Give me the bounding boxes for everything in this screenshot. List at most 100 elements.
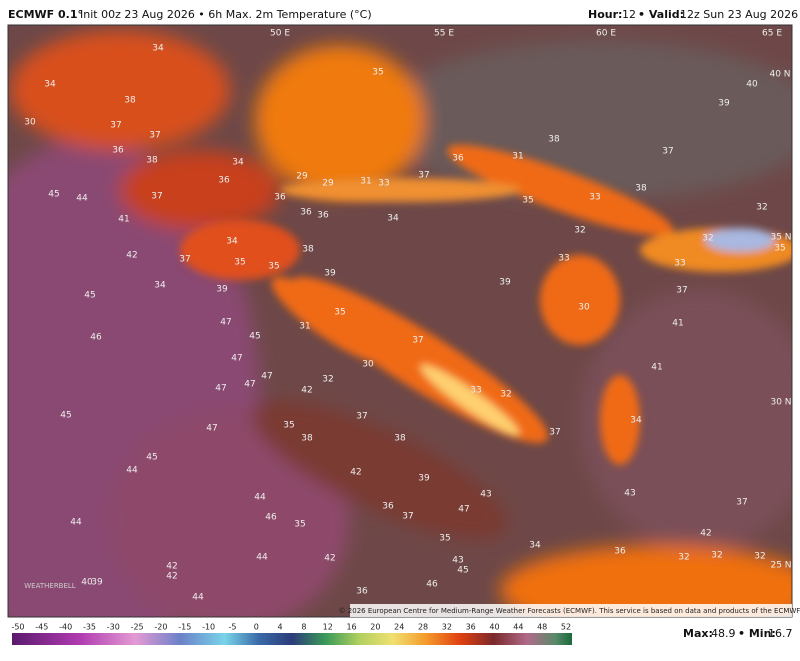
temperature-label: 34: [44, 80, 56, 90]
temperature-label: 38: [301, 434, 313, 444]
temperature-label: 34: [387, 214, 399, 224]
temperature-label: 47: [215, 384, 226, 394]
colorbar-tick: 12: [323, 623, 333, 632]
temperature-label: 31: [299, 322, 310, 332]
temperature-label: 39: [718, 99, 730, 109]
temperature-label: 38: [548, 135, 560, 145]
temperature-label: 44: [126, 466, 138, 476]
colorbar-tick: -50: [11, 623, 24, 632]
temperature-label: 35: [774, 244, 785, 254]
grid-label: 60 E: [596, 29, 616, 39]
temperature-label: 43: [480, 490, 491, 500]
temperature-label: 32: [574, 226, 585, 236]
temperature-label: 30: [24, 118, 36, 128]
temperature-label: 43: [452, 556, 463, 566]
temperature-label: 45: [60, 411, 71, 421]
temperature-label: 35: [268, 262, 279, 272]
temperature-label: 37: [151, 192, 162, 202]
temperature-label: 34: [152, 44, 164, 54]
temperature-label: 34: [232, 158, 244, 168]
temperature-label: 44: [254, 493, 266, 503]
temperature-label: 39: [216, 285, 228, 295]
temperature-label: 47: [261, 372, 272, 382]
temperature-label: 37: [676, 286, 687, 296]
temperature-label: 34: [226, 237, 238, 247]
temperature-label: 44: [70, 518, 82, 528]
temperature-label: 44: [256, 553, 268, 563]
temperature-label: 44: [76, 194, 88, 204]
colorbar-tick: 36: [466, 623, 476, 632]
temperature-label: 47: [220, 318, 231, 328]
temperature-label: 43: [624, 489, 635, 499]
temperature-label: 40: [81, 578, 93, 588]
model-name: ECMWF 0.1°: [8, 8, 83, 21]
colorbar-tick: 8: [301, 623, 306, 632]
temperature-label: 46: [265, 513, 277, 523]
grid-label: 30 N: [770, 398, 791, 408]
temperature-label: 34: [529, 541, 541, 551]
temperature-label: 38: [302, 245, 314, 255]
temperature-label: 47: [458, 505, 469, 515]
temperature-label: 42: [700, 529, 711, 539]
colorbar: [12, 633, 572, 645]
grid-label: 40 N: [769, 70, 790, 80]
temperature-label: 38: [635, 184, 647, 194]
map: [8, 25, 792, 617]
temperature-label: 36: [300, 208, 312, 218]
temperature-label: 32: [678, 553, 689, 563]
temperature-label: 42: [166, 562, 177, 572]
temperature-label: 36: [218, 176, 230, 186]
temperature-label: 38: [124, 96, 136, 106]
temperature-label: 37: [736, 498, 747, 508]
hour: 12: [622, 8, 636, 21]
temperature-label: 42: [126, 251, 137, 261]
colorbar-tick: 44: [513, 623, 523, 632]
temperature-label: 38: [394, 434, 406, 444]
temperature-label: 35: [439, 534, 450, 544]
colorbar-tick: 48: [537, 623, 547, 632]
credit: © 2026 European Centre for Medium-Range …: [339, 607, 800, 615]
temperature-label: 31: [512, 152, 523, 162]
logo: WEATHERBELL: [24, 582, 76, 590]
temperature-label: 45: [146, 453, 157, 463]
temperature-label: 30: [578, 303, 590, 313]
temperature-label: 36: [452, 154, 464, 164]
colorbar-tick: 0: [254, 623, 259, 632]
grid-label: 25 N: [770, 561, 791, 571]
temperature-label: 36: [614, 547, 626, 557]
colorbar-tick: 4: [278, 623, 283, 632]
temperature-label: 39: [324, 269, 336, 279]
valid-time: 12z Sun 23 Aug 2026: [680, 8, 798, 21]
temperature-label: 42: [166, 572, 177, 582]
temperature-label: 35: [234, 258, 245, 268]
colorbar-tick: 28: [418, 623, 428, 632]
temperature-label: 33: [558, 254, 569, 264]
temperature-label: 32: [711, 551, 722, 561]
temperature-label: 32: [702, 234, 713, 244]
colorbar-tick: -45: [35, 623, 48, 632]
temperature-label: 39: [91, 578, 103, 588]
temperature-label: 46: [90, 333, 102, 343]
temperature-label: 37: [549, 428, 560, 438]
colorbar-tick: 40: [489, 623, 499, 632]
grid-label: 65 E: [762, 29, 782, 39]
temperature-label: 36: [356, 587, 368, 597]
temperature-label: 40: [746, 80, 758, 90]
grid-label: 50 E: [270, 29, 290, 39]
colorbar-tick: -10: [202, 623, 215, 632]
temperature-label: 47: [231, 354, 242, 364]
temperature-label: 34: [630, 416, 642, 426]
temperature-label: 39: [418, 474, 430, 484]
temperature-label: 41: [672, 319, 683, 329]
temperature-label: 35: [294, 520, 305, 530]
colorbar-tick: 24: [394, 623, 404, 632]
temperature-label: 41: [651, 363, 662, 373]
max-value: 48.9: [711, 627, 736, 640]
temperature-label: 37: [402, 512, 413, 522]
colorbar-tick: -35: [83, 623, 96, 632]
colorbar-tick: -30: [107, 623, 120, 632]
temperature-label: 34: [154, 281, 166, 291]
min-value: 16.7: [768, 627, 793, 640]
temperature-label: 37: [412, 336, 423, 346]
